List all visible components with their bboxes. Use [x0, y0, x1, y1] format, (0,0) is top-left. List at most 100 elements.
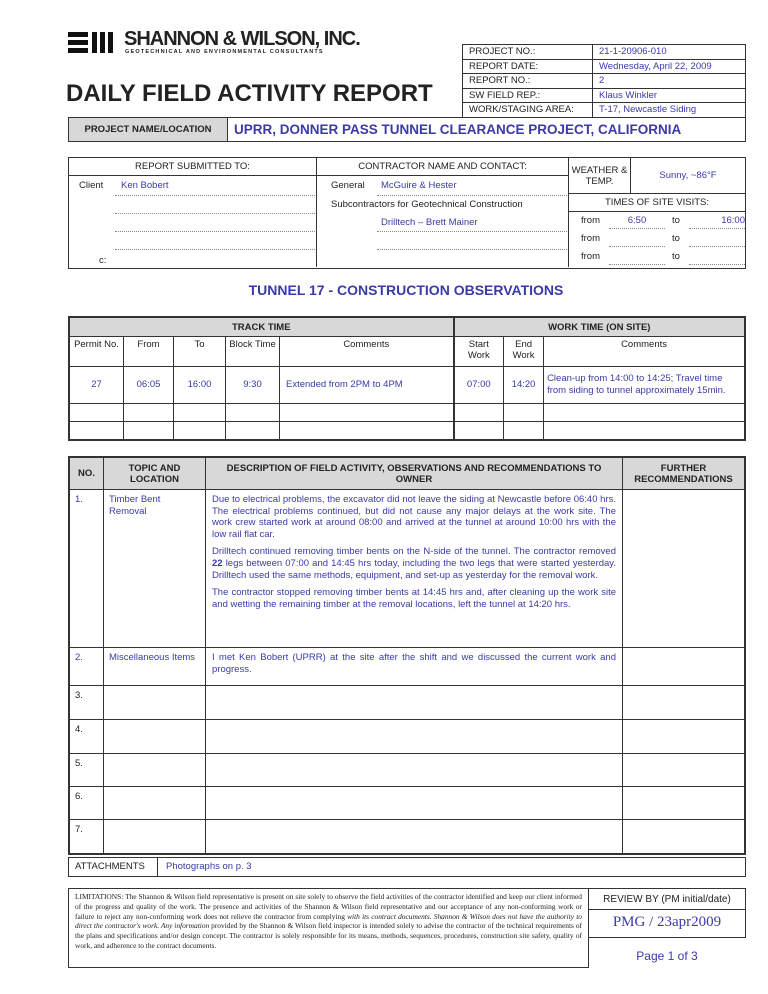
- time-table-cell: [543, 421, 745, 440]
- project-info-value: Wednesday, April 22, 2009: [599, 60, 712, 72]
- activity-column-header: FURTHER RECOMMENDATIONS: [622, 457, 745, 490]
- activity-number: 7.: [69, 819, 104, 855]
- to-label: to: [672, 215, 680, 226]
- attachments-value[interactable]: Photographs on p. 3: [166, 861, 252, 872]
- from-label: from: [581, 215, 600, 226]
- track-time-header: TRACK TIME: [68, 317, 455, 337]
- time-table-cell: 9:30: [225, 366, 280, 404]
- legs-count: 22: [212, 557, 223, 569]
- visit-from: [609, 251, 665, 265]
- time-column-header: Block Time: [225, 336, 280, 367]
- activity-description: [205, 719, 623, 755]
- activity-column-header: TOPIC AND LOCATION: [103, 457, 206, 490]
- client-value: Ken Bobert: [121, 180, 169, 191]
- activity-number: 3.: [69, 685, 104, 721]
- activity-description: [205, 819, 623, 855]
- activity-row: 4.: [69, 719, 745, 755]
- time-table-cell: 14:20: [503, 366, 545, 404]
- logo-mark-icon: [68, 32, 113, 53]
- cc-label: c:: [99, 255, 107, 266]
- time-table-cell: [503, 421, 545, 440]
- review-label: REVIEW BY (PM initial/date): [589, 889, 745, 910]
- project-name-label: PROJECT NAME/LOCATION: [69, 118, 228, 141]
- project-info-row: SW FIELD REP.: Klaus Winkler: [463, 88, 745, 104]
- activity-topic: Timber Bent Removal: [103, 489, 206, 648]
- further-recommendations: [622, 489, 745, 648]
- time-table-cell: [123, 403, 174, 422]
- project-name-value: UPRR, DONNER PASS TUNNEL CLEARANCE PROJE…: [234, 122, 682, 137]
- project-info-row: WORK/STAGING AREA: T-17, Newcastle Siding: [463, 103, 745, 118]
- project-info-row: REPORT DATE: Wednesday, April 22, 2009: [463, 59, 745, 75]
- activity-column-header: NO.: [69, 457, 104, 490]
- section-title: TUNNEL 17 - CONSTRUCTION OBSERVATIONS: [248, 282, 564, 298]
- time-column-header: Comments: [543, 336, 745, 367]
- activity-number: 2.: [69, 646, 104, 687]
- time-table-cell: 06:05: [123, 366, 174, 404]
- further-recommendations: [622, 719, 745, 755]
- time-column-header: Start Work: [453, 336, 505, 367]
- visit-to: 16:00: [689, 215, 745, 229]
- time-column-header: Permit No.: [69, 336, 124, 367]
- time-table-cell: [543, 403, 745, 422]
- site-visit-row: from to: [569, 248, 745, 266]
- page-number: Page 1 of 3: [636, 949, 698, 963]
- time-table-row: 27 06:05 16:00 9:30 Extended from 2PM to 4PM…: [69, 366, 745, 404]
- activity-row: 7.: [69, 819, 745, 855]
- to-label: to: [672, 251, 680, 262]
- contacts-block: REPORT SUBMITTED TO: Client Ken Bobert c…: [68, 157, 746, 269]
- site-visit-row: from to: [569, 230, 745, 248]
- weather-label: WEATHER & TEMP.: [569, 158, 631, 193]
- time-table-cell: Extended from 2PM to 4PM: [278, 366, 455, 404]
- activity-topic: [103, 819, 206, 855]
- visit-from: [609, 233, 665, 247]
- description-paragraph: The contractor stopped removing timber b…: [212, 587, 616, 610]
- time-table-cell: [69, 403, 124, 422]
- time-column-header: Comments: [278, 336, 455, 367]
- from-label: from: [581, 251, 600, 262]
- work-time-header: WORK TIME (ON SITE): [453, 317, 745, 337]
- attachments-row: ATTACHMENTS Photographs on p. 3: [68, 857, 746, 877]
- time-table-cell: [173, 403, 226, 422]
- activity-column-header: DESCRIPTION OF FIELD ACTIVITY, OBSERVATI…: [205, 457, 623, 490]
- description-paragraph: Due to electrical problems, the excavato…: [212, 494, 616, 540]
- time-table-cell: [453, 403, 505, 422]
- subcontractor-value: Drilltech – Brett Mainer: [381, 217, 478, 228]
- project-info-row: PROJECT NO.: 21-1-20906-010: [463, 45, 745, 60]
- project-info-label: REPORT NO.:: [463, 74, 593, 88]
- project-info-label: WORK/STAGING AREA:: [463, 103, 593, 117]
- site-visit-row: from 6:50 to 16:00: [569, 212, 745, 230]
- project-info-value: Klaus Winkler: [599, 89, 658, 101]
- project-info-row: REPORT NO.: 2: [463, 74, 745, 89]
- activity-description: [205, 786, 623, 821]
- activity-row: 6.: [69, 786, 745, 821]
- project-info-value: 21-1-20906-010: [599, 46, 667, 57]
- further-recommendations: [622, 753, 745, 788]
- time-table-cell: [278, 421, 455, 440]
- general-value: McGuire & Hester: [381, 180, 457, 191]
- visit-to: [689, 233, 745, 247]
- visit-from: 6:50: [609, 215, 665, 229]
- company-name: SHANNON & WILSON, INC.: [124, 28, 361, 50]
- submitted-header: REPORT SUBMITTED TO:: [69, 158, 316, 176]
- activity-description: [205, 685, 623, 721]
- time-table-cell: [173, 421, 226, 440]
- project-info-value: T-17, Newcastle Siding: [599, 104, 697, 116]
- review-value: PMG / 23apr2009: [612, 914, 722, 930]
- project-info-label: PROJECT NO.:: [463, 45, 593, 59]
- time-column-header: End Work: [503, 336, 545, 367]
- activity-number: 5.: [69, 753, 104, 788]
- activity-row: 3.: [69, 685, 745, 721]
- activity-description: [205, 753, 623, 788]
- visit-to: [689, 251, 745, 265]
- further-recommendations: [622, 786, 745, 821]
- review-box: REVIEW BY (PM initial/date) PMG / 23apr2…: [588, 888, 746, 938]
- project-info-box: PROJECT NO.: 21-1-20906-010 REPORT DATE: We…: [462, 44, 746, 118]
- project-info-label: REPORT DATE:: [463, 59, 593, 74]
- time-table-row: [69, 421, 745, 440]
- activity-topic: [103, 753, 206, 788]
- activity-row: 5.: [69, 753, 745, 788]
- site-visits-header: TIMES OF SITE VISITS:: [569, 194, 745, 212]
- time-table-cell: [225, 421, 280, 440]
- activity-table: NO. TOPIC AND LOCATION DESCRIPTION OF FIEL…: [68, 456, 746, 856]
- activity-number: 6.: [69, 786, 104, 821]
